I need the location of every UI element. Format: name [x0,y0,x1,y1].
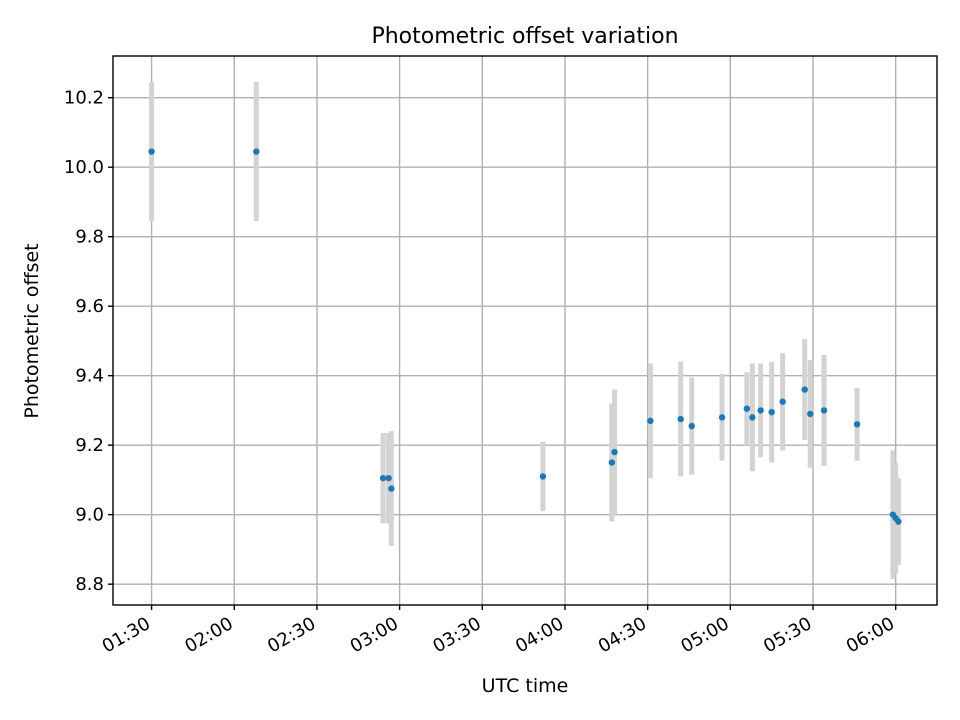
data-point [539,473,547,480]
data-point [801,386,808,393]
data-point [743,405,751,412]
data-point [647,417,654,425]
data-point [718,414,726,421]
y-tick-label: 9.8 [75,227,104,248]
data-points [148,148,902,525]
x-tick-label: 01:30 [99,613,154,657]
data-point [388,485,395,492]
x-tick-label: 04:30 [595,613,650,657]
y-tick-label: 9.0 [75,505,104,526]
plot-area-frame [112,55,938,606]
data-point [853,421,861,428]
data-point [779,398,786,405]
x-tick-label: 03:00 [347,613,402,657]
y-tick-label: 9.4 [75,366,104,387]
chart-title: Photometric offset variation [371,24,678,49]
y-tick-label: 10.2 [64,88,104,109]
data-point [820,407,828,414]
x-tick-label: 06:00 [843,613,898,657]
data-point [379,474,387,482]
data-point [611,448,618,456]
data-point [677,415,684,423]
grid [113,56,937,605]
y-tick-label: 8.8 [75,574,104,595]
x-tick-label: 02:30 [264,613,319,657]
data-point [688,422,695,430]
x-tick-label: 05:00 [677,613,732,657]
y-tick-label: 9.6 [75,296,104,317]
x-axis-ticks: 01:30 02:00 02:30 03:00 03:30 04:00 04:30 05:00… [99,605,898,657]
data-point [807,410,814,418]
errorbars [149,82,901,579]
x-tick-label: 02:00 [181,613,236,657]
y-axis-label: Photometric offset [21,243,43,418]
data-point [148,148,155,155]
x-axis-label: UTC time [482,675,569,697]
x-tick-label: 03:30 [429,613,484,657]
y-tick-label: 10.0 [64,157,104,178]
data-point [253,148,260,155]
data-point [608,459,616,466]
data-point [895,518,902,525]
x-tick-label: 04:00 [512,613,567,657]
x-tick-label: 05:30 [760,613,815,657]
data-point [385,474,392,482]
y-tick-label: 9.2 [75,435,104,456]
data-point [749,414,756,421]
data-point [757,407,764,414]
y-axis-ticks: 8.8 9.0 9.2 9.4 9.6 9.8 10.0 10.2 [64,88,113,595]
data-point [768,408,775,416]
